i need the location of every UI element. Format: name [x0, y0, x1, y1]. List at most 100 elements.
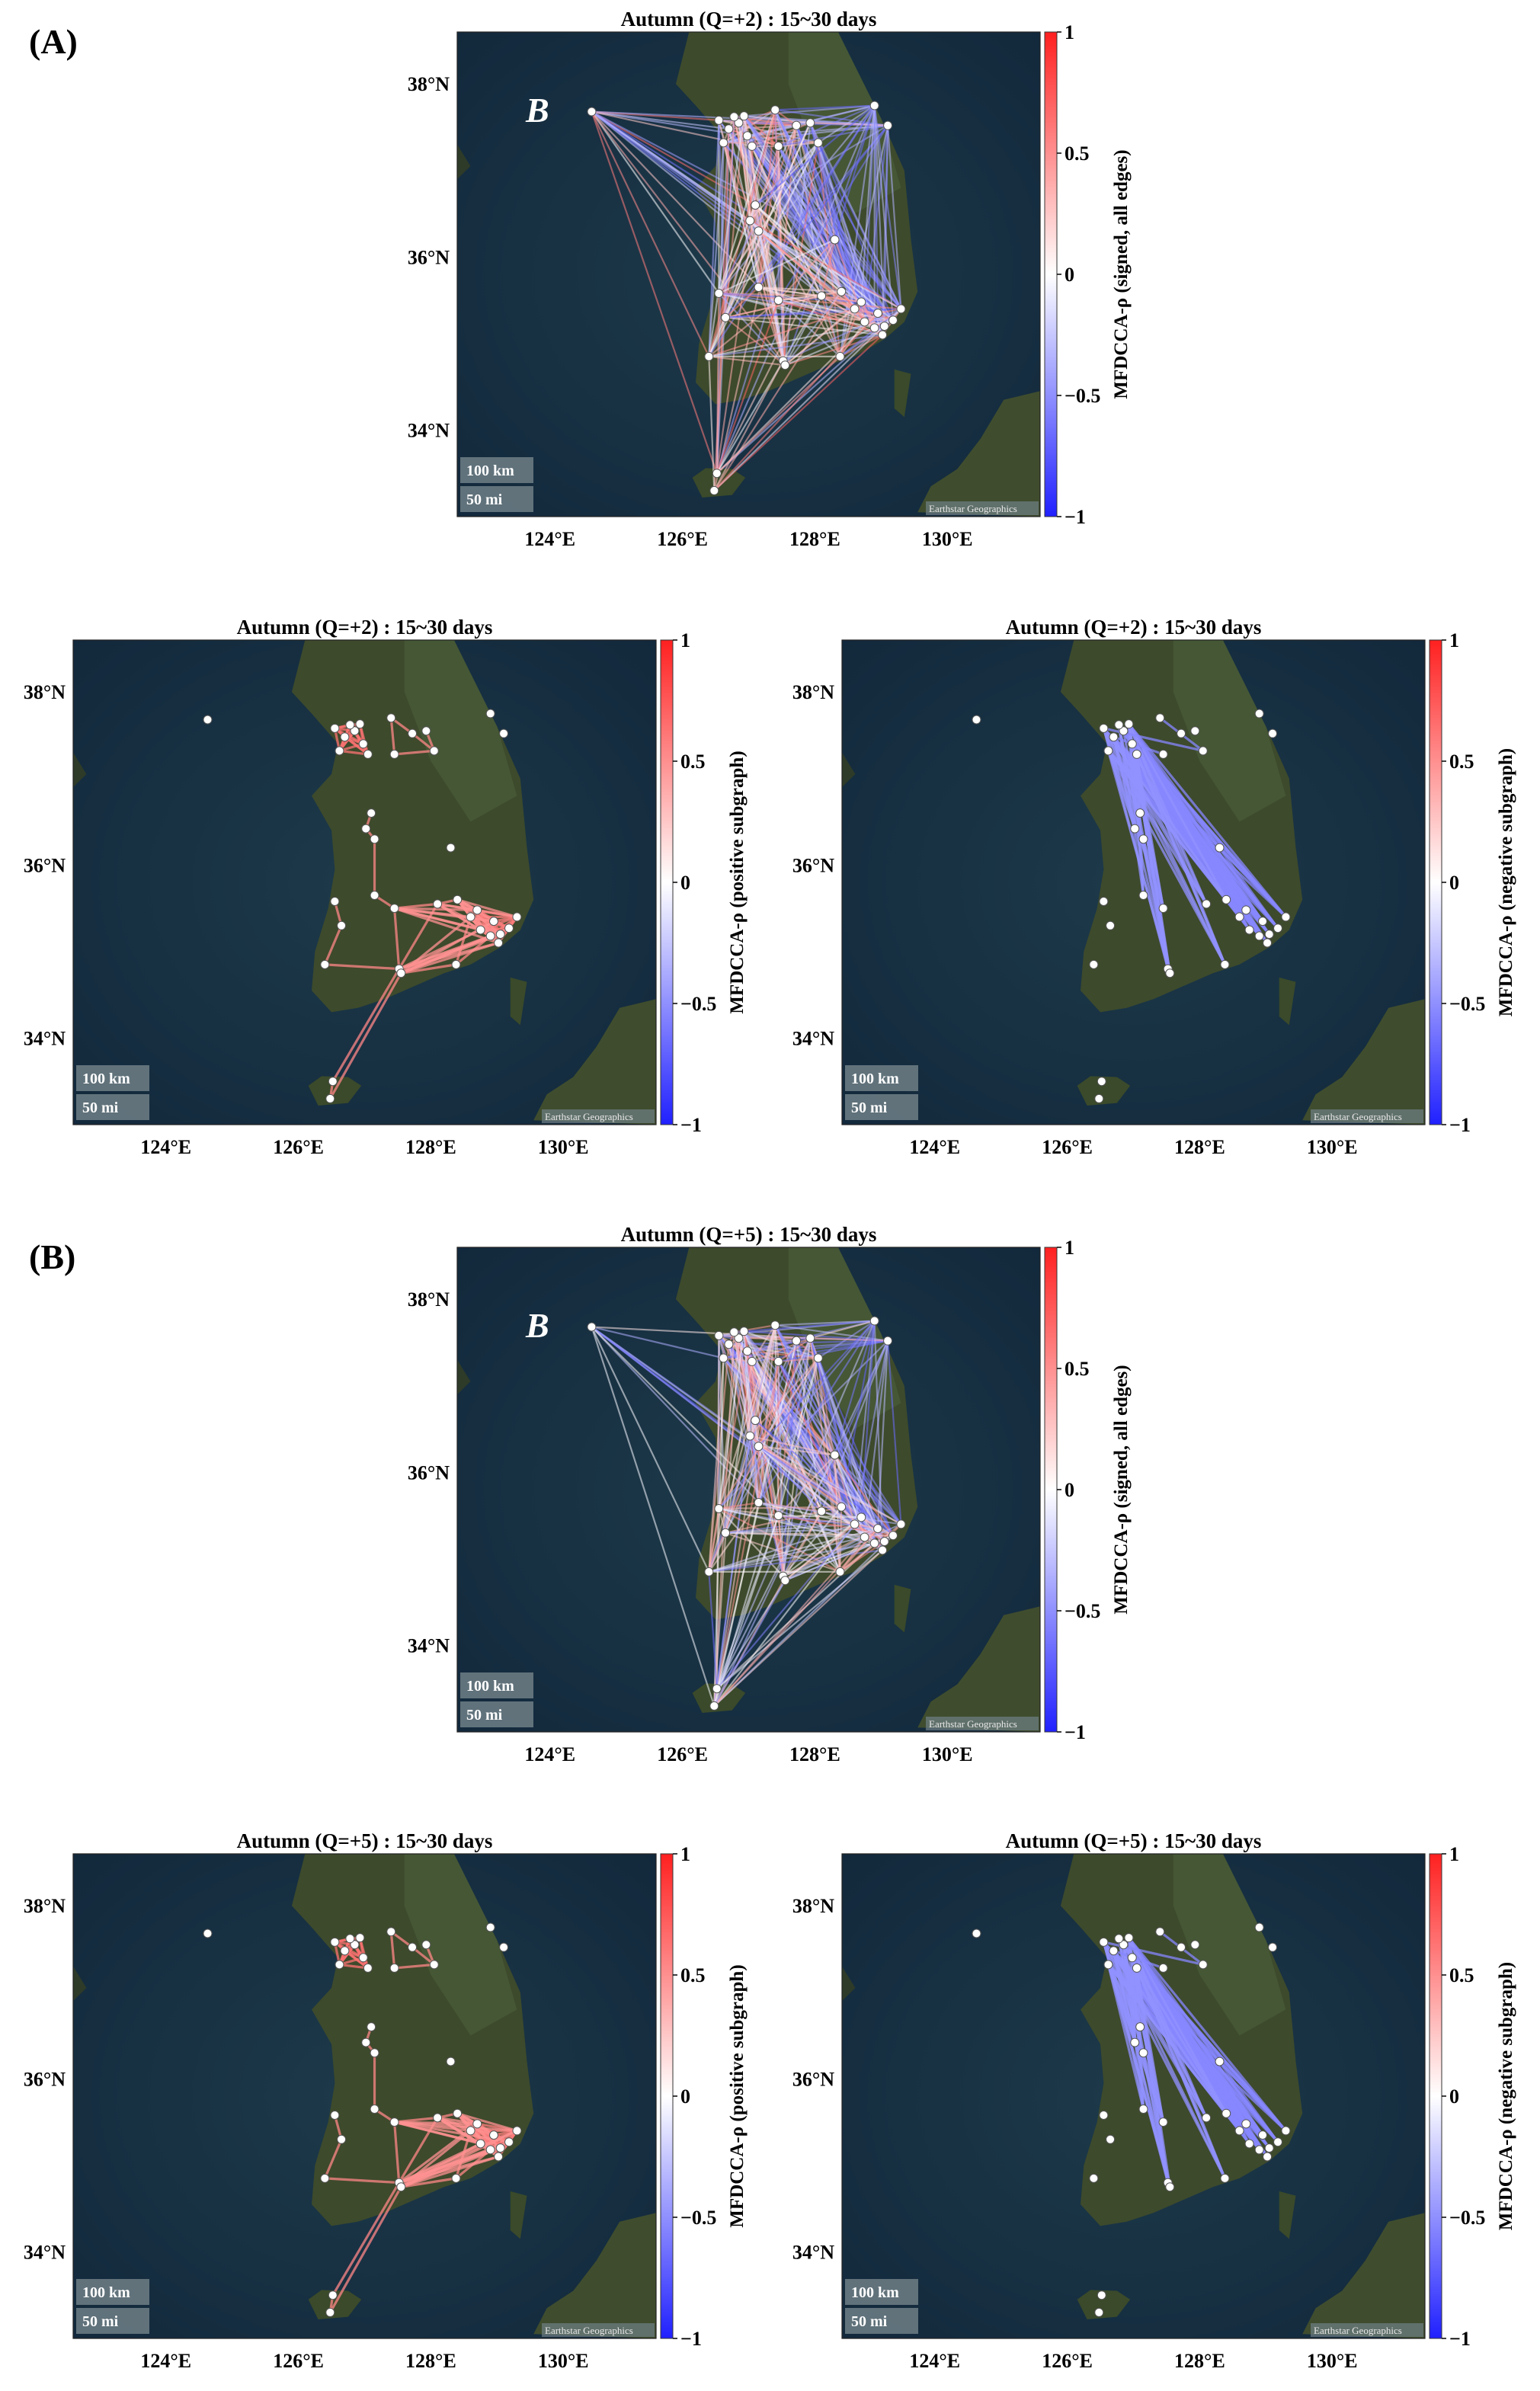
station-node: [837, 1502, 847, 1512]
station-node: [835, 351, 845, 361]
station-node: [888, 315, 898, 325]
station-node: [433, 2113, 443, 2123]
station-node: [878, 330, 888, 340]
station-node: [873, 309, 883, 318]
scale-bar: 100 km 50 mi: [460, 457, 533, 512]
station-node: [361, 2037, 371, 2047]
station-node: [972, 1928, 981, 1938]
station-node: [1089, 959, 1099, 969]
scale-bar-label: 50 mi: [466, 491, 503, 508]
land-tsushima: [510, 977, 527, 1026]
x-tick-label: 130°E: [922, 1743, 973, 1765]
edge: [751, 1324, 776, 1362]
station-node: [869, 1316, 879, 1326]
edge: [1127, 1937, 1226, 2179]
station-node: [1263, 938, 1273, 948]
station-node: [773, 1356, 783, 1366]
station-node: [1215, 843, 1225, 853]
station-node: [453, 895, 463, 904]
edge: [389, 1932, 396, 1969]
edge: [339, 1963, 369, 1970]
station-node: [320, 2173, 330, 2183]
station-node: [1258, 917, 1268, 927]
edge: [591, 110, 885, 328]
land-china: [73, 1927, 87, 2002]
y-tick-label: 38°N: [24, 681, 66, 703]
station-node: [337, 2134, 347, 2144]
station-node: [363, 1963, 373, 1973]
station-node: [408, 1942, 418, 1952]
station-node: [1220, 959, 1230, 969]
edge: [1122, 1944, 1228, 2114]
station-node: [883, 120, 893, 130]
station-node: [878, 1545, 888, 1555]
edge: [821, 295, 862, 303]
edge: [394, 749, 434, 756]
colorbar: [660, 1853, 674, 2339]
station-node: [1281, 912, 1291, 922]
edge: [758, 1445, 835, 1456]
edge: [876, 1340, 889, 1529]
station-node: [1099, 896, 1109, 906]
edge: [716, 1542, 876, 1690]
edge: [778, 290, 842, 302]
scale-bar: 100 km 50 mi: [76, 2279, 149, 2334]
edge: [358, 723, 370, 755]
station-node: [330, 1937, 340, 1947]
edge: [591, 1326, 724, 1359]
edge: [713, 1515, 780, 1707]
station-node: [709, 1701, 719, 1711]
edge: [708, 1358, 725, 1572]
station-node: [330, 723, 340, 733]
station-node: [363, 749, 373, 759]
station-node: [1244, 2139, 1254, 2149]
station-node: [830, 1450, 840, 1460]
x-tick-label: 124°E: [140, 1136, 191, 1158]
station-node: [1114, 720, 1124, 730]
station-node: [370, 834, 379, 844]
attribution: Earthstar Geographics: [545, 2325, 633, 2336]
map-panel: 100 km 50 mi Earthstar Geographics Autumn (…: [24, 1829, 748, 2372]
station-node: [335, 746, 344, 756]
edge: [713, 308, 902, 491]
edge: [778, 104, 876, 147]
edge: [400, 2129, 518, 2188]
station-node: [856, 297, 866, 307]
land-tsushima: [510, 2191, 527, 2239]
x-tick-label: 128°E: [1174, 2350, 1225, 2372]
station-node: [1198, 1960, 1208, 1970]
colorbar-tick-label: 0.5: [1449, 751, 1474, 773]
edge: [591, 110, 784, 362]
edge: [456, 898, 501, 936]
station-node: [773, 296, 783, 306]
station-node: [1241, 905, 1251, 915]
map-title: Autumn (Q=+5) : 15~30 days: [621, 1223, 877, 1246]
station-node: [355, 1933, 365, 1943]
scale-bar-label: 50 mi: [82, 1099, 119, 1116]
station-node: [1165, 968, 1175, 978]
station-node: [1099, 723, 1109, 733]
edge: [778, 1514, 862, 1519]
edge: [718, 109, 776, 294]
colorbar-label: MFDCCA-ρ (positive subgraph): [727, 751, 748, 1013]
colorbar-tick-label: −0.5: [680, 993, 716, 1015]
station-node: [494, 938, 504, 948]
edge: [1128, 723, 1247, 911]
map-title: Autumn (Q=+2) : 15~30 days: [1006, 616, 1262, 639]
station-node: [1119, 1940, 1129, 1950]
scale-bar-label: 50 mi: [82, 2313, 119, 2330]
station-node: [1254, 709, 1264, 719]
station-node: [754, 226, 764, 236]
edge: [401, 963, 456, 975]
edge: [708, 109, 776, 357]
edge: [591, 1327, 716, 1707]
land-tsushima: [1279, 977, 1296, 1026]
x-tick-label: 130°E: [922, 528, 973, 550]
edge: [716, 1549, 883, 1690]
edge: [1117, 725, 1136, 829]
edge: [754, 124, 888, 206]
edge: [782, 1506, 843, 1577]
colorbar-label: MFDCCA-ρ (signed, all edges): [1111, 149, 1132, 398]
colorbar-tick-label: 1: [680, 1843, 690, 1865]
edge: [725, 124, 888, 318]
